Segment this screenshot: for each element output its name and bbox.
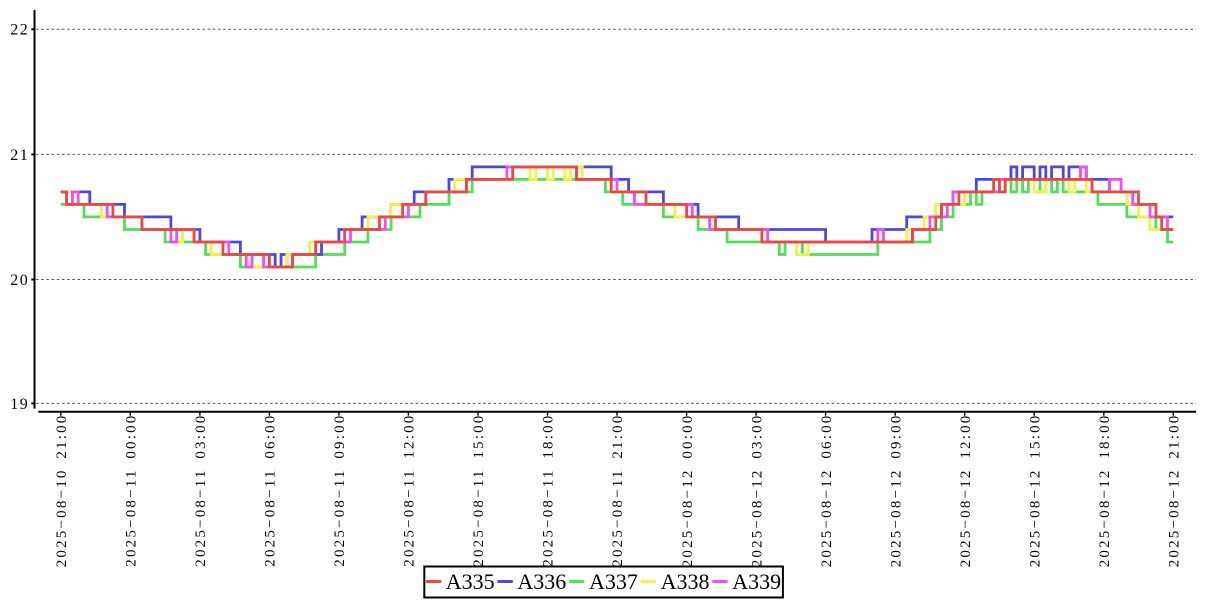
svg-text:22: 22 — [10, 22, 29, 39]
svg-text:2025−08−11 03:00: 2025−08−11 03:00 — [193, 414, 209, 567]
svg-text:A338: A338 — [661, 569, 710, 594]
svg-text:2025−08−12 00:00: 2025−08−12 00:00 — [680, 414, 696, 568]
svg-text:19: 19 — [10, 396, 29, 413]
svg-text:2025−08−12 03:00: 2025−08−12 03:00 — [749, 414, 765, 568]
svg-text:2025−08−11 12:00: 2025−08−11 12:00 — [402, 414, 418, 567]
svg-text:2025−08−12 21:00: 2025−08−12 21:00 — [1167, 414, 1183, 568]
svg-text:2025−08−12 09:00: 2025−08−12 09:00 — [888, 414, 904, 568]
svg-text:2025−08−12 15:00: 2025−08−12 15:00 — [1027, 414, 1043, 568]
svg-text:2025−08−11 00:00: 2025−08−11 00:00 — [124, 414, 140, 567]
svg-text:2025−08−11 09:00: 2025−08−11 09:00 — [332, 414, 348, 567]
svg-text:A335: A335 — [446, 569, 495, 594]
svg-text:20: 20 — [10, 272, 29, 289]
svg-text:A337: A337 — [589, 569, 638, 594]
svg-text:2025−08−11 06:00: 2025−08−11 06:00 — [263, 414, 279, 567]
svg-text:2025−08−12 06:00: 2025−08−12 06:00 — [819, 414, 835, 568]
svg-text:21: 21 — [10, 147, 29, 164]
svg-text:2025−08−11 21:00: 2025−08−11 21:00 — [610, 414, 626, 567]
svg-text:2025−08−12 18:00: 2025−08−12 18:00 — [1097, 414, 1113, 568]
svg-text:2025−08−12 12:00: 2025−08−12 12:00 — [958, 414, 974, 568]
svg-text:A336: A336 — [517, 569, 566, 594]
svg-text:2025−08−11 15:00: 2025−08−11 15:00 — [471, 414, 487, 567]
svg-text:2025−08−11 18:00: 2025−08−11 18:00 — [541, 414, 557, 567]
svg-text:A339: A339 — [732, 569, 781, 594]
svg-text:2025−08−10 21:00: 2025−08−10 21:00 — [54, 414, 70, 568]
